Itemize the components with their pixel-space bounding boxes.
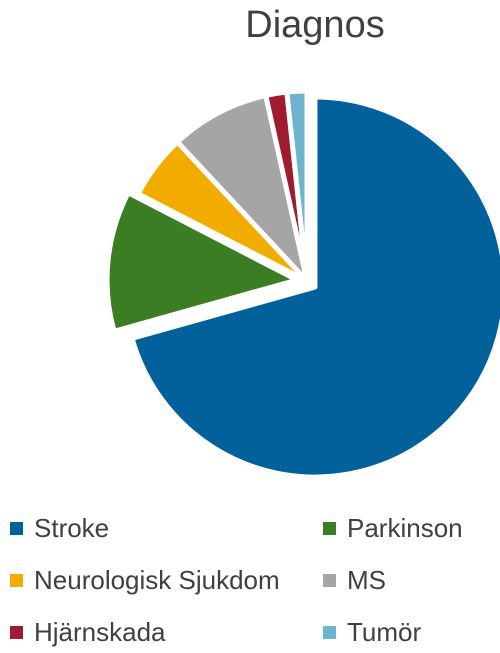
legend-label-stroke: Stroke [34,513,110,543]
pie-chart [104,88,500,480]
legend-swatch-tumor [323,625,336,639]
pie-slice-parkinson [104,190,300,334]
legend-label-hjarnskada: Hjärnskada [34,617,166,647]
legend-swatch-parkinson [323,521,336,535]
legend-item-hjarnskada: Hjärnskada [10,611,166,653]
pie-slice-tumor [284,88,310,284]
chart-title: Diagnos [245,4,385,46]
legend-swatch-stroke [10,521,23,535]
legend-item-ms: MS [323,559,386,601]
pie-slice-stroke [129,94,500,480]
legend-label-parkinson: Parkinson [347,513,463,543]
legend-label-tumor: Tumör [347,617,422,647]
legend-swatch-hjarnskada [10,625,23,639]
legend-swatch-ms [323,573,336,587]
legend-swatch-neurologisk-sjukdom [10,573,23,587]
legend-label-neurologisk-sjukdom: Neurologisk Sjukdom [34,565,280,595]
legend-item-stroke: Stroke [10,507,109,549]
legend-label-ms: MS [347,565,386,595]
legend-item-neurologisk-sjukdom: Neurologisk Sjukdom [10,559,280,601]
legend-item-parkinson: Parkinson [323,507,463,549]
legend-item-tumor: Tumör [323,611,421,653]
pie-slices [104,88,500,480]
chart-legend: Stroke Parkinson Neurologisk Sjukdom MS … [10,507,490,653]
